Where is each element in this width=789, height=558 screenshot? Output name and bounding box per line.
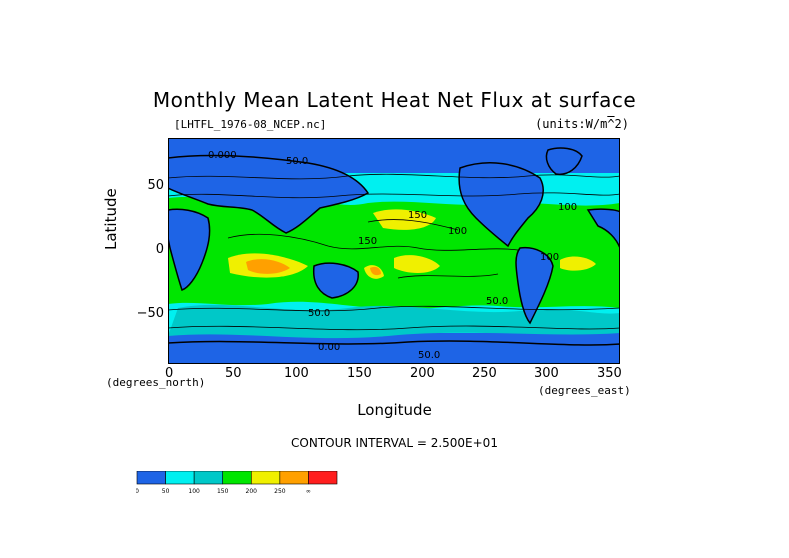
colorbar-tick-label: 150 (217, 488, 229, 495)
south-america-land (515, 246, 554, 325)
contour-label: 50.0 (418, 350, 440, 361)
x-tick-label: 200 (410, 366, 435, 381)
contour-label: 150 (408, 210, 427, 221)
x-tick-label: 0 (165, 366, 174, 381)
north-america-land (458, 162, 544, 248)
x-tick-label: 150 (347, 366, 372, 381)
south-pacific-peak-flux (370, 266, 381, 276)
colorbar-swatch (308, 471, 338, 485)
colorbar-tick-label: 250 (274, 488, 286, 495)
contour-lines (168, 173, 620, 331)
antarctica-land (168, 340, 620, 364)
y-axis-label: Latitude (102, 188, 120, 250)
africa-land (168, 208, 211, 291)
x-tick-label: 50 (225, 366, 242, 381)
colorbar-swatch (165, 471, 195, 485)
colorbar-swatch (222, 471, 252, 485)
colorbar-tick-label: 100 (188, 488, 200, 495)
y-tick-label: −50 (136, 306, 164, 321)
contour-label: 100 (448, 226, 467, 237)
contour-label: 50.0 (286, 156, 308, 167)
x-units-label: (degrees_east) (538, 384, 631, 397)
file-label: [LHTFL_1976-08_NCEP.nc] (174, 118, 327, 131)
indian-ocean-peak-flux (246, 259, 290, 274)
colorbar-tick-label: 200 (246, 488, 258, 495)
plot-frame (168, 138, 620, 364)
x-tick-label: 350 (597, 366, 622, 381)
contour-label: 0.00 (318, 342, 340, 353)
colorbar-tick-label: 50 (162, 488, 170, 495)
contour-label: 50.0 (308, 308, 330, 319)
colorbar-swatch (193, 471, 224, 485)
y-tick-label: 0 (155, 242, 164, 257)
y-tick-label: 50 (147, 178, 164, 193)
chart-title: Monthly Mean Latent Heat Net Flux at sur… (152, 88, 637, 112)
x-tick-label: 100 (284, 366, 309, 381)
eurasia-land (168, 154, 370, 234)
contour-interval-label: CONTOUR INTERVAL = 2.500E+01 (291, 436, 498, 450)
colorbar-tick-label: 0 (136, 488, 139, 495)
africa-land-east (586, 208, 620, 249)
contour-label: 0.000 (208, 150, 237, 161)
south-pacific-high-flux (394, 255, 440, 273)
colorbar-swatch (136, 471, 166, 485)
colorbar: 0 50 100 150 200 250 ∞ (136, 471, 338, 495)
australia-land (312, 262, 359, 299)
x-axis-label: Longitude (357, 401, 432, 419)
contour-label: 50.0 (486, 296, 508, 307)
colorbar-swatch (279, 471, 309, 485)
southern-ocean-flux-region (168, 304, 620, 339)
contour-label: 100 (558, 202, 577, 213)
contour-label: 150 (358, 236, 377, 247)
y-units-label: (degrees_north) (106, 376, 206, 389)
contour-label: 100 (540, 252, 559, 263)
greenland-land (545, 147, 583, 176)
heatmap-plot: 0.000 50.0 100 150 50.0 100 50.0 0.00 10… (168, 138, 620, 364)
south-atlantic-high-flux (560, 256, 596, 271)
units-label: (units:W/m^2) (535, 117, 629, 131)
x-tick-label: 250 (472, 366, 497, 381)
x-tick-label: 300 (534, 366, 559, 381)
colorbar-tick-label: ∞ (306, 488, 311, 495)
colorbar-swatch (250, 471, 281, 485)
